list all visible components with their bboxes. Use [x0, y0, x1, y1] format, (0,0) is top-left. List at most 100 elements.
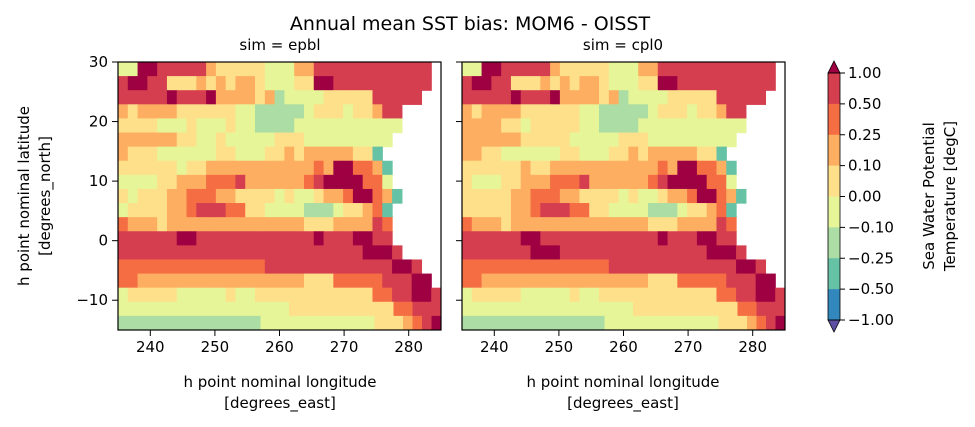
heatmap-cell	[294, 188, 305, 204]
heatmap-cell	[313, 118, 325, 134]
heatmap-cell	[303, 287, 315, 303]
heatmap-cell	[576, 301, 587, 317]
heatmap-cell	[206, 146, 217, 162]
heatmap-cell	[352, 259, 364, 275]
heatmap-cell	[706, 146, 718, 162]
heatmap-cell	[618, 188, 629, 204]
heatmap-cell	[677, 76, 688, 91]
heatmap-cell	[696, 90, 708, 105]
heatmap-cell	[241, 315, 252, 330]
heatmap-cell	[579, 203, 590, 218]
heatmap-cell	[294, 146, 305, 162]
heatmap-cell	[550, 231, 561, 246]
heatmap-cell	[215, 146, 227, 162]
heatmap-cell	[118, 203, 129, 218]
heatmap-cell	[765, 287, 776, 303]
heatmap-cell	[225, 188, 237, 204]
heatmap-cell	[671, 315, 682, 330]
heatmap-cell	[294, 259, 305, 275]
heatmap-cell	[274, 104, 285, 120]
heatmap-cell	[362, 160, 374, 176]
heatmap-cell	[608, 273, 620, 289]
heatmap-cell	[736, 273, 747, 289]
heatmap-cell	[579, 174, 590, 190]
heatmap-cell	[184, 315, 195, 330]
heatmap-cell	[186, 217, 197, 232]
heatmap-cell	[333, 174, 344, 190]
heatmap-cell	[540, 146, 551, 162]
heatmap-cell	[284, 287, 295, 303]
heatmap-cell	[569, 118, 581, 134]
heatmap-cell	[687, 76, 698, 91]
heatmap-cell	[462, 62, 473, 77]
heatmap-cell	[706, 245, 718, 261]
heatmap-cell	[166, 104, 178, 120]
heatmap-cell	[382, 259, 393, 275]
heatmap-cell	[137, 287, 148, 303]
heatmap-cell	[317, 301, 328, 317]
heatmap-cell	[176, 146, 188, 162]
heatmap-cell	[726, 174, 737, 190]
heatmap-cell	[550, 203, 561, 218]
heatmap-cell	[716, 188, 727, 204]
heatmap-cell	[657, 203, 669, 218]
heatmap-cell	[303, 203, 315, 218]
heatmap-cell	[510, 203, 522, 218]
heatmap-cell	[500, 315, 511, 330]
heatmap-cell	[166, 146, 178, 162]
heatmap-cell	[343, 287, 354, 303]
heatmap-cell	[346, 315, 357, 330]
heatmap-cell	[530, 259, 541, 275]
heatmap-cell	[657, 217, 669, 232]
heatmap-cell	[225, 245, 237, 261]
heatmap-cell	[706, 90, 718, 105]
heatmap-cell	[501, 76, 512, 91]
heatmap-cell	[589, 62, 600, 77]
heatmap-cell	[225, 231, 237, 246]
heatmap-cell	[599, 90, 610, 105]
heatmap-cell	[687, 245, 698, 261]
heatmap-cell	[303, 90, 315, 105]
heatmap-cell	[520, 203, 532, 218]
heatmap-cell	[618, 259, 629, 275]
heatmap-cell	[118, 76, 129, 91]
heatmap-cell	[412, 301, 423, 317]
heatmap-cell	[530, 245, 541, 261]
heatmap-cell	[677, 90, 688, 105]
heatmap-cell	[618, 132, 629, 148]
heatmap-cell	[118, 146, 129, 162]
heatmap-cell	[343, 146, 354, 162]
heatmap-cell	[392, 76, 403, 91]
heatmap-cell	[352, 132, 364, 148]
heatmap-cell	[137, 174, 148, 190]
heatmap-cell	[215, 174, 227, 190]
heatmap-cell	[215, 245, 227, 261]
heatmap-cell	[657, 174, 669, 190]
heatmap-cell	[706, 76, 718, 91]
heatmap-cell	[194, 315, 205, 330]
heatmap-cell	[595, 315, 606, 330]
heatmap-cell	[196, 203, 207, 218]
heatmap-cell	[510, 90, 522, 105]
colorbar-segment	[828, 258, 840, 290]
heatmap-cell	[471, 146, 483, 162]
heatmap-cell	[264, 62, 276, 77]
heatmap-cell	[264, 217, 276, 232]
heatmap-cell	[462, 217, 473, 232]
heatmap-cell	[372, 203, 383, 218]
heatmap-cell	[343, 118, 354, 134]
heatmap-cell	[157, 217, 168, 232]
heatmap-cell	[215, 273, 227, 289]
heatmap-cell	[755, 90, 767, 105]
heatmap-cell	[538, 315, 549, 330]
heatmap-cell	[127, 315, 138, 330]
heatmap-cell	[284, 188, 295, 204]
heatmap-cell	[203, 315, 214, 330]
heatmap-cell	[186, 273, 197, 289]
heatmap-cell	[118, 315, 129, 330]
heatmap-cell	[313, 287, 325, 303]
heatmap-cell	[471, 203, 483, 218]
heatmap-cell	[147, 76, 158, 91]
heatmap-cell	[608, 104, 620, 120]
heatmap-cell	[501, 160, 512, 176]
